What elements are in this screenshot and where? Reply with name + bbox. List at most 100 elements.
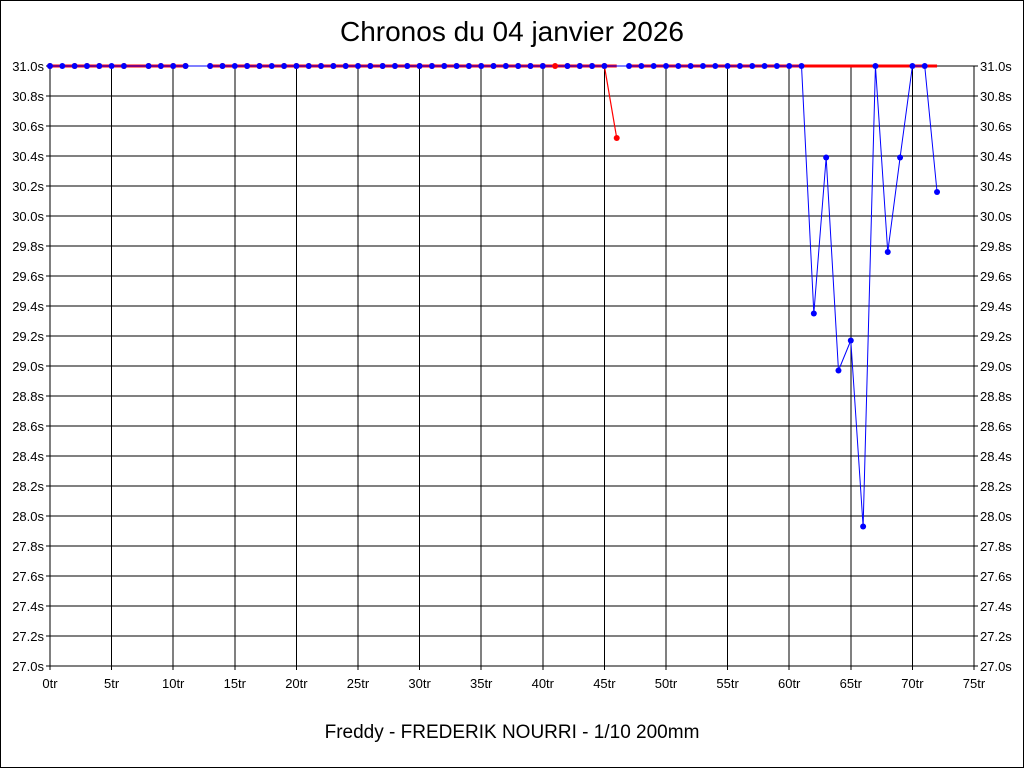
blue-series-point <box>921 63 928 69</box>
blue-series-point <box>256 63 263 69</box>
blue-series-point <box>773 63 780 69</box>
y-tick-label-left: 29.2s <box>12 329 44 344</box>
y-tick-label-right: 29.0s <box>980 359 1012 374</box>
y-tick-label-left: 27.6s <box>12 569 44 584</box>
blue-series-point <box>182 63 189 69</box>
y-tick-label-left: 29.6s <box>12 269 44 284</box>
blue-series-point <box>465 63 472 69</box>
blue-series-point <box>687 63 694 69</box>
y-tick-label-left: 28.8s <box>12 389 44 404</box>
blue-series-point <box>884 249 891 255</box>
blue-series-point <box>650 63 657 69</box>
y-tick-label-right: 30.6s <box>980 119 1012 134</box>
blue-series-point <box>724 63 731 69</box>
blue-series-point <box>219 63 226 69</box>
blue-series-point <box>663 63 669 69</box>
blue-series-point <box>342 63 349 69</box>
blue-series-point <box>404 63 411 69</box>
blue-series-point <box>207 63 214 69</box>
red-series-line <box>603 65 618 139</box>
blue-series-point <box>71 63 78 69</box>
blue-series-point <box>281 63 288 69</box>
x-tick-label: 15tr <box>224 676 247 691</box>
blue-series-point <box>231 63 238 69</box>
blue-series-point <box>810 310 817 317</box>
x-tick-label: 65tr <box>840 676 863 691</box>
blue-series-point <box>367 63 374 69</box>
x-tick-label: 75tr <box>963 676 986 691</box>
y-tick-label-left: 27.2s <box>12 629 44 644</box>
y-tick-label-right: 27.8s <box>980 539 1012 554</box>
blue-series-point <box>860 523 867 530</box>
y-tick-label-left: 30.0s <box>12 209 44 224</box>
blue-series-point <box>749 63 756 69</box>
y-tick-label-right: 30.4s <box>980 149 1012 164</box>
blue-series-point <box>441 63 448 69</box>
blue-series-point <box>576 63 583 69</box>
y-tick-label-right: 28.6s <box>980 419 1012 434</box>
blue-series-point <box>490 63 497 69</box>
y-tick-label-left: 29.4s <box>12 299 44 314</box>
blue-series-point <box>823 154 830 161</box>
blue-series-point <box>83 63 90 69</box>
blue-series-point <box>712 63 719 69</box>
blue-series-point <box>355 63 361 69</box>
y-tick-label-right: 27.4s <box>980 599 1012 614</box>
blue-series-point <box>145 63 152 69</box>
y-tick-label-right: 27.0s <box>980 659 1012 674</box>
blue-series-point <box>330 63 337 69</box>
x-tick-label: 45tr <box>593 676 616 691</box>
y-tick-label-right: 28.8s <box>980 389 1012 404</box>
blue-series-point <box>638 63 645 69</box>
y-tick-label-right: 29.4s <box>980 299 1012 314</box>
blue-series-point <box>428 63 435 69</box>
blue-series-point <box>515 63 522 69</box>
blue-series-point <box>761 63 768 69</box>
blue-series-point <box>539 63 546 69</box>
blue-series-point <box>293 63 300 69</box>
x-tick-label: 60tr <box>778 676 801 691</box>
blue-series-point <box>416 63 423 69</box>
blue-series-point <box>675 63 682 69</box>
blue-series-point <box>601 63 608 69</box>
chart-title: Chronos du 04 janvier 2026 <box>339 16 684 47</box>
x-tick-label: 70tr <box>901 676 924 691</box>
red-series-point <box>552 63 559 69</box>
blue-series-point <box>835 367 842 374</box>
y-tick-label-left: 28.0s <box>12 509 44 524</box>
y-tick-label-left: 31.0s <box>12 59 44 74</box>
blue-series-point <box>157 63 164 69</box>
y-tick-label-right: 30.0s <box>980 209 1012 224</box>
y-tick-label-left: 30.4s <box>12 149 44 164</box>
y-tick-label-right: 28.2s <box>980 479 1012 494</box>
y-tick-label-right: 29.2s <box>980 329 1012 344</box>
blue-series-point <box>268 63 275 69</box>
y-tick-label-left: 27.4s <box>12 599 44 614</box>
blue-series-point <box>478 63 485 69</box>
y-tick-label-right: 30.2s <box>980 179 1012 194</box>
blue-series-point <box>96 63 103 69</box>
blue-series-point <box>847 337 854 344</box>
y-tick-label-right: 30.8s <box>980 89 1012 104</box>
y-tick-label-right: 28.0s <box>980 509 1012 524</box>
blue-series-point <box>453 63 460 69</box>
blue-series-point <box>564 63 571 69</box>
x-tick-label: 35tr <box>470 676 493 691</box>
x-tick-label: 40tr <box>532 676 555 691</box>
y-tick-label-right: 27.6s <box>980 569 1012 584</box>
blue-series-point <box>872 63 879 69</box>
blue-series-point <box>736 63 743 69</box>
blue-series-point <box>527 63 534 69</box>
x-tick-label: 50tr <box>655 676 678 691</box>
blue-series-point <box>798 63 805 69</box>
blue-series-point <box>391 63 398 69</box>
y-tick-label-left: 28.2s <box>12 479 44 494</box>
y-tick-label-left: 29.8s <box>12 239 44 254</box>
chart-footer: Freddy - FREDERIK NOURRI - 1/10 200mm <box>324 722 700 743</box>
blue-series-point <box>897 154 904 161</box>
y-tick-label-left: 30.6s <box>12 119 44 134</box>
x-tick-label: 0tr <box>42 676 58 691</box>
x-tick-label: 5tr <box>104 676 120 691</box>
blue-series-point <box>626 63 633 69</box>
